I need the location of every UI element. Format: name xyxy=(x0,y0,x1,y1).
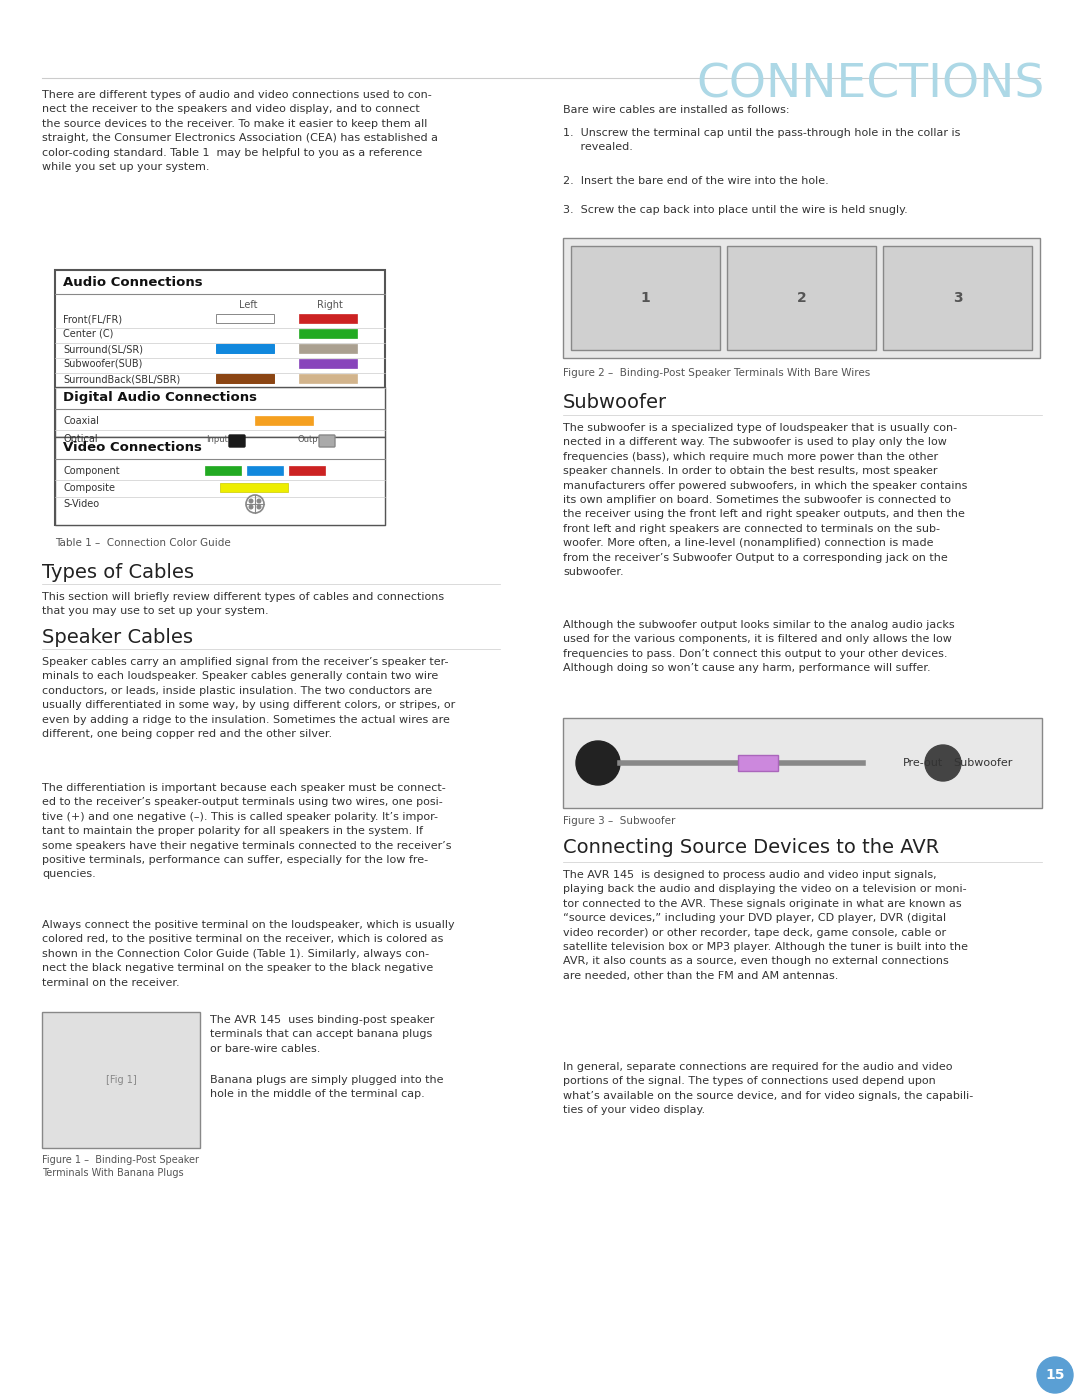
Text: 3: 3 xyxy=(953,291,962,305)
Text: 2: 2 xyxy=(797,291,807,305)
FancyBboxPatch shape xyxy=(229,434,245,447)
Bar xyxy=(299,359,357,367)
Text: SurroundBack(SBL/SBR): SurroundBack(SBL/SBR) xyxy=(63,374,180,384)
Text: There are different types of audio and video connections used to con-
nect the r: There are different types of audio and v… xyxy=(42,89,438,172)
Text: 2.  Insert the bare end of the wire into the hole.: 2. Insert the bare end of the wire into … xyxy=(563,176,828,186)
FancyBboxPatch shape xyxy=(319,434,335,447)
Text: Figure 2 –  Binding-Post Speaker Terminals With Bare Wires: Figure 2 – Binding-Post Speaker Terminal… xyxy=(563,367,870,379)
Text: Connecting Source Devices to the AVR: Connecting Source Devices to the AVR xyxy=(563,838,940,856)
Text: The differentiation is important because each speaker must be connect-
ed to the: The differentiation is important because… xyxy=(42,782,451,879)
Text: Pre-out: Pre-out xyxy=(903,759,943,768)
Bar xyxy=(299,330,357,338)
Circle shape xyxy=(1037,1356,1074,1393)
Text: Input: Input xyxy=(206,434,228,443)
Circle shape xyxy=(257,499,260,503)
Text: 1: 1 xyxy=(640,291,650,305)
Text: Subwoofer(SUB): Subwoofer(SUB) xyxy=(63,359,143,369)
Bar xyxy=(289,467,325,475)
Bar xyxy=(220,483,288,492)
Bar xyxy=(571,246,720,351)
Bar xyxy=(727,246,876,351)
Bar xyxy=(55,387,384,437)
Text: Front(FL/FR): Front(FL/FR) xyxy=(63,314,122,324)
Text: S-Video: S-Video xyxy=(63,499,99,509)
Bar xyxy=(883,246,1032,351)
Bar xyxy=(42,1011,200,1148)
Text: CONNECTIONS: CONNECTIONS xyxy=(697,61,1045,108)
Bar xyxy=(216,374,274,383)
Bar xyxy=(255,416,313,425)
Text: Component: Component xyxy=(63,467,120,476)
Text: Digital Audio Connections: Digital Audio Connections xyxy=(63,391,257,404)
Text: Surround(SL/SR): Surround(SL/SR) xyxy=(63,344,143,353)
Circle shape xyxy=(924,745,961,781)
Text: Video Connections: Video Connections xyxy=(63,441,202,454)
Text: Bare wire cables are installed as follows:: Bare wire cables are installed as follow… xyxy=(563,105,789,115)
Bar xyxy=(55,270,384,525)
Text: Outp: Outp xyxy=(297,434,318,443)
Bar xyxy=(299,314,357,323)
Bar xyxy=(205,467,241,475)
Text: Subwoofer: Subwoofer xyxy=(953,759,1012,768)
Text: The AVR 145  uses binding-post speaker
terminals that can accept banana plugs
or: The AVR 145 uses binding-post speaker te… xyxy=(210,1016,434,1053)
Text: The subwoofer is a specialized type of loudspeaker that is usually con-
nected i: The subwoofer is a specialized type of l… xyxy=(563,423,968,577)
Text: Types of Cables: Types of Cables xyxy=(42,563,194,583)
Text: [Fig 1]: [Fig 1] xyxy=(106,1076,136,1085)
Bar xyxy=(299,344,357,353)
Bar xyxy=(55,437,384,525)
Text: Composite: Composite xyxy=(63,483,114,493)
Bar xyxy=(299,374,357,383)
Bar xyxy=(216,344,274,353)
Text: Always connect the positive terminal on the loudspeaker, which is usually
colore: Always connect the positive terminal on … xyxy=(42,921,455,988)
Bar xyxy=(563,718,1042,807)
Text: Center (C): Center (C) xyxy=(63,330,113,339)
Text: Right: Right xyxy=(318,300,343,310)
Bar xyxy=(563,237,1040,358)
Text: Speaker Cables: Speaker Cables xyxy=(42,629,193,647)
Text: Audio Connections: Audio Connections xyxy=(63,277,203,289)
Bar xyxy=(738,754,778,771)
Text: Figure 1 –  Binding-Post Speaker
Terminals With Banana Plugs: Figure 1 – Binding-Post Speaker Terminal… xyxy=(42,1155,199,1178)
Text: 1.  Unscrew the terminal cap until the pass-through hole in the collar is
     r: 1. Unscrew the terminal cap until the pa… xyxy=(563,129,960,152)
Text: The AVR 145  is designed to process audio and video input signals,
playing back : The AVR 145 is designed to process audio… xyxy=(563,870,968,981)
Text: This section will briefly review different types of cables and connections
that : This section will briefly review differe… xyxy=(42,592,444,616)
Bar xyxy=(216,314,274,323)
Circle shape xyxy=(249,499,253,503)
Text: Although the subwoofer output looks similar to the analog audio jacks
used for t: Although the subwoofer output looks simi… xyxy=(563,620,955,673)
Circle shape xyxy=(576,740,620,785)
Text: Optical: Optical xyxy=(63,434,97,444)
Text: 15: 15 xyxy=(1045,1368,1065,1382)
Bar xyxy=(247,467,283,475)
Text: Table 1 –  Connection Color Guide: Table 1 – Connection Color Guide xyxy=(55,538,231,548)
Circle shape xyxy=(249,506,253,509)
Text: Banana plugs are simply plugged into the
hole in the middle of the terminal cap.: Banana plugs are simply plugged into the… xyxy=(210,1076,444,1099)
Circle shape xyxy=(257,506,260,509)
Text: Speaker cables carry an amplified signal from the receiver’s speaker ter-
minals: Speaker cables carry an amplified signal… xyxy=(42,657,456,739)
Text: In general, separate connections are required for the audio and video
portions o: In general, separate connections are req… xyxy=(563,1062,973,1115)
Text: Coaxial: Coaxial xyxy=(63,416,99,426)
Text: Left: Left xyxy=(239,300,257,310)
Text: Figure 3 –  Subwoofer: Figure 3 – Subwoofer xyxy=(563,816,675,826)
Text: 3.  Screw the cap back into place until the wire is held snugly.: 3. Screw the cap back into place until t… xyxy=(563,205,908,215)
Text: Subwoofer: Subwoofer xyxy=(563,393,667,412)
